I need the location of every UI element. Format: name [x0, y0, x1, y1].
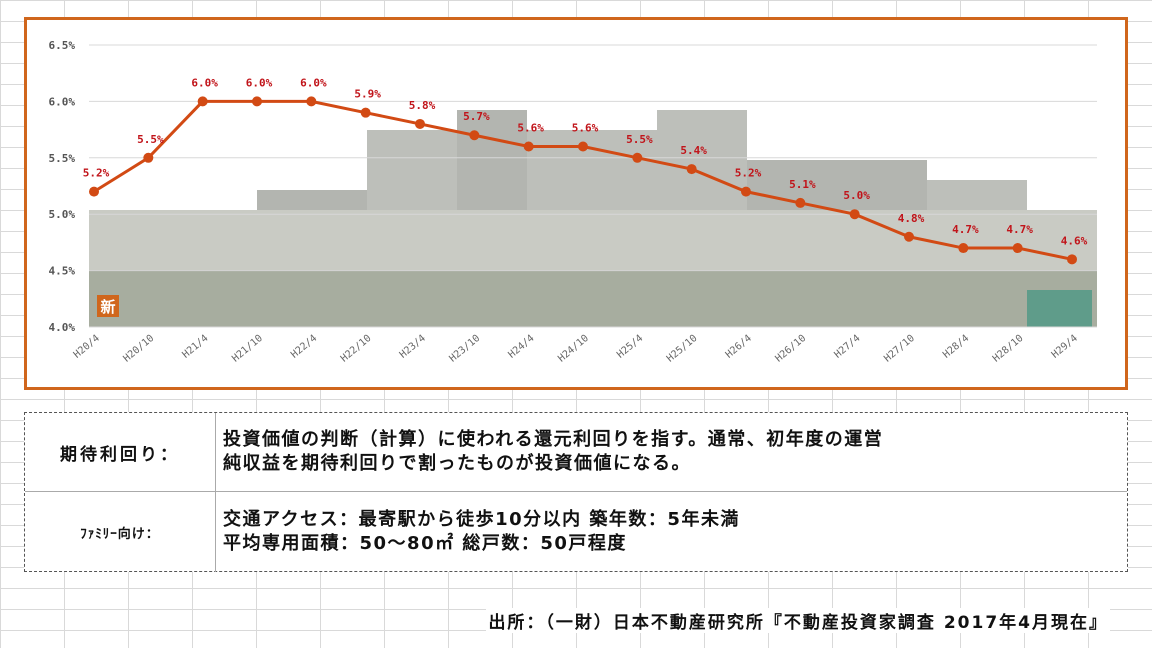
x-tick-label: H28/10 [991, 333, 1026, 365]
data-label: 6.0% [300, 76, 327, 89]
yield-series [89, 96, 1077, 265]
data-label: 5.1% [789, 178, 816, 191]
apartment-buildings-photo: 新 [89, 110, 1097, 327]
data-point [686, 164, 697, 175]
family-type-row: ﾌｧﾐﾘｰ向け： 交通アクセス：最寄駅から徒歩10分以内 築年数：5年未満 平均… [25, 492, 1127, 572]
x-tick-label: H23/4 [398, 333, 428, 361]
y-tick-label: 6.0% [49, 95, 76, 108]
x-tick-label: H23/10 [448, 333, 483, 365]
photo-building [257, 190, 367, 210]
y-tick-label: 6.5% [49, 39, 76, 52]
x-tick-label: H29/4 [1050, 333, 1080, 361]
data-point [1012, 243, 1023, 254]
x-tick-label: H24/4 [506, 333, 536, 361]
data-label: 5.5% [137, 133, 164, 146]
data-point [795, 197, 806, 208]
data-point [469, 130, 480, 141]
x-tick-label: H25/10 [665, 333, 700, 365]
data-label: 6.0% [191, 76, 218, 89]
y-tick-label: 4.5% [49, 265, 76, 278]
data-point [415, 118, 425, 129]
x-tick-label: H27/4 [832, 333, 862, 361]
source-citation: 出所：（一財）日本不動産研究所『不動産投資家調査 2017年4月現在』 [486, 608, 1110, 633]
photo-building [457, 110, 527, 210]
data-label: 6.0% [246, 76, 273, 89]
data-point [958, 243, 969, 254]
data-point [360, 107, 371, 118]
data-label: 5.0% [843, 189, 870, 202]
x-tick-label: H25/4 [615, 333, 645, 361]
x-tick-label: H27/10 [882, 333, 917, 365]
data-point [143, 152, 154, 163]
data-point [632, 152, 643, 163]
data-point [523, 141, 534, 152]
family-type-label: ﾌｧﾐﾘｰ向け： [25, 492, 216, 572]
data-label: 5.2% [735, 167, 762, 180]
x-tick-label: H24/10 [556, 333, 591, 365]
y-tick-label: 5.0% [49, 208, 76, 221]
data-label: 5.5% [626, 133, 653, 146]
x-tick-label: H22/10 [339, 333, 374, 365]
family-type-text-line2: 平均専用面積：50～80㎡ 総戸数：50戸程度 [223, 533, 627, 554]
data-label: 5.2% [83, 167, 110, 180]
data-label: 5.7% [463, 110, 490, 123]
data-label: 4.7% [952, 223, 979, 236]
x-tick-label: H26/10 [774, 333, 809, 365]
x-tick-label: H22/4 [289, 333, 319, 361]
chart-frame: 新 4.0% 4.5% 5.0% 5.5% 6.0% 6.5% H20/4 H20/10 H2… [24, 17, 1128, 390]
photo-fence [1027, 290, 1092, 327]
new-badge-text: 新 [100, 298, 115, 316]
data-point [578, 141, 588, 152]
data-label: 5.8% [409, 99, 436, 112]
data-label: 5.4% [680, 144, 707, 157]
data-point [306, 96, 317, 107]
data-point [89, 186, 99, 197]
expected-yield-text-line1: 投資価値の判断（計算）に使われる還元利回りを指す。通常、初年度の運営 [223, 429, 884, 450]
x-axis: H20/4 H20/10 H21/4 H21/10 H22/4 H22/10 H23/4 H2… [72, 333, 1080, 365]
data-point [1067, 254, 1077, 265]
data-label: 5.6% [572, 122, 599, 135]
data-labels: 5.2% 5.5% 6.0% 6.0% 6.0% 5.9% 5.8% 5.7% 5.6% 5.6%… [83, 76, 1088, 247]
family-type-description: 交通アクセス：最寄駅から徒歩10分以内 築年数：5年未満 平均専用面積：50～8… [223, 492, 1117, 572]
expected-yield-row: 期待利回り： 投資価値の判断（計算）に使われる還元利回りを指す。通常、初年度の運… [25, 413, 1127, 492]
definition-table: 期待利回り： 投資価値の判断（計算）に使われる還元利回りを指す。通常、初年度の運… [24, 412, 1128, 572]
photo-building [657, 110, 747, 210]
data-point [197, 96, 208, 107]
data-label: 4.6% [1061, 234, 1088, 247]
data-point [849, 209, 860, 220]
data-label: 5.9% [354, 88, 381, 101]
photo-trees [89, 270, 1097, 327]
y-tick-label: 5.5% [49, 152, 76, 165]
photo-building [927, 180, 1027, 210]
x-tick-label: H26/4 [724, 333, 754, 361]
data-point [252, 96, 262, 107]
x-tick-label: H21/4 [180, 333, 210, 361]
data-label: 4.7% [1006, 223, 1033, 236]
new-badge-icon [97, 295, 119, 317]
x-tick-label: H20/10 [122, 333, 157, 365]
data-point [904, 231, 914, 242]
x-tick-label: H21/10 [230, 333, 265, 365]
x-tick-label: H28/4 [941, 333, 971, 361]
family-type-text-line1: 交通アクセス：最寄駅から徒歩10分以内 築年数：5年未満 [223, 509, 740, 530]
expected-yield-text-line2: 純収益を期待利回りで割ったものが投資価値になる。 [223, 453, 691, 474]
data-label: 4.8% [898, 212, 925, 225]
expected-yield-label: 期待利回り： [25, 413, 216, 491]
y-tick-label: 4.0% [49, 321, 76, 334]
yield-line-chart: 新 4.0%4.5%5.0%5.5%6.0%6.5% H20/4 H20/10 H2… [49, 39, 1097, 365]
expected-yield-description: 投資価値の判断（計算）に使われる還元利回りを指す。通常、初年度の運営 純収益を期… [223, 413, 1117, 491]
data-label: 5.6% [517, 122, 544, 135]
y-axis: 4.0% 4.5% 5.0% 5.5% 6.0% 6.5% [49, 39, 76, 334]
photo-building [747, 160, 927, 210]
x-tick-label: H20/4 [72, 333, 102, 361]
data-point [741, 186, 751, 197]
